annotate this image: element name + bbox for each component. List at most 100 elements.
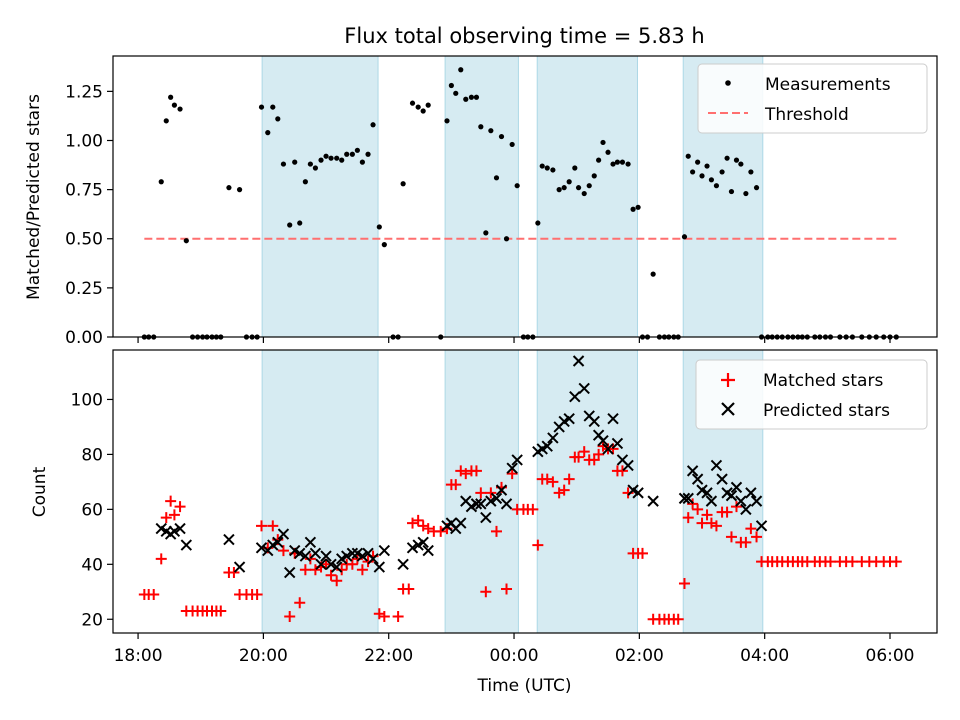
measurement-point [625,161,631,167]
shaded-interval [536,349,638,634]
matched-star-point [485,487,497,499]
predicted-star-point [730,481,743,494]
predicted-star-point [611,437,624,450]
top-shaded-intervals [261,55,764,338]
predicted-star-point [315,558,327,571]
measurement-point [556,187,562,193]
matched-star-point [824,556,836,568]
y-tick-label: 100 [71,390,103,410]
measurement-point [415,104,421,110]
legend-matched-label: Matched stars [763,371,883,391]
measurement-point [168,94,174,100]
measurement-point [236,187,243,193]
predicted-star-point [588,415,600,428]
measurement-point [614,159,621,165]
matched-star-point [412,514,424,526]
matched-star-point [267,520,279,532]
y-tick-label: 20 [81,610,103,630]
measurement-point [695,159,701,165]
measurement-point [365,151,371,157]
matched-star-point [294,597,306,609]
top-x-ticks [137,337,891,343]
measurement-point [572,165,578,171]
predicted-star-point [647,495,659,507]
y-tick-label: 0.25 [65,279,103,299]
predicted-star-point [378,544,391,557]
matched-star-point [563,473,575,485]
matched-star-point [890,556,902,568]
predicted-star-point [277,528,290,540]
measurement-point [473,94,480,100]
predicted-star-point [622,459,634,472]
predicted-star-point [569,391,581,403]
measurement-point [258,104,265,110]
measurement-point [334,155,340,161]
matched-star-point [407,517,419,529]
matched-star-point [284,611,296,623]
predicted-star-point [406,542,419,554]
legend-predicted-label: Predicted stars [763,401,890,421]
matched-star-point [541,473,553,485]
top-legend-box [697,63,928,134]
y-tick-label: 40 [81,555,103,575]
matched-star-point [682,512,694,524]
matched-star-point [547,476,559,488]
predicted-star-point [602,443,614,455]
predicted-star-point [572,355,585,367]
measurement-point [575,185,582,191]
measurement-point [719,169,725,175]
measurement-point [349,151,355,157]
matched-star-point [593,448,605,460]
predicted-stars-points [155,355,768,579]
measurement-point [468,94,475,100]
measurement-point [292,159,298,165]
measurement-point [275,116,281,122]
predicted-star-point [180,539,193,551]
predicted-star-point [397,558,409,571]
matched-star-point [174,501,186,513]
measurement-point [493,175,500,181]
y-tick-label: 0.50 [65,230,103,250]
predicted-star-point [272,536,284,549]
top-panel: 0.00 0.25 0.50 0.75 1.00 1.25 Matched/Predict… [24,55,938,348]
measurement-point [724,155,730,161]
matched-star-point [378,611,390,623]
matched-star-point [168,509,180,521]
predicted-star-point [725,489,738,502]
y-tick-label: 1.25 [65,82,103,102]
y-tick-label: 0.75 [65,181,103,201]
measurement-point [738,161,744,167]
measurement-point [463,96,469,102]
predicted-star-point [283,566,296,579]
measurement-point [183,238,189,244]
measurement-point [302,179,308,185]
predicted-star-point [632,487,644,499]
measurement-point [171,102,178,108]
legend-predicted-marker [721,402,735,416]
shaded-interval [444,55,519,338]
matched-star-point [460,468,472,480]
measurement-point [458,67,464,73]
matched-star-point [701,509,713,521]
measurement-point [509,141,515,148]
measurement-point [566,179,572,185]
predicted-star-point [455,517,467,529]
matched-star-point [299,564,311,576]
measurement-point [400,181,406,187]
measurement-point [270,104,276,110]
x-tick-label: 00:00 [490,646,539,666]
predicted-star-point [330,561,343,573]
matched-star-point [325,569,337,581]
measurement-point [344,151,350,157]
predicted-star-point [480,511,492,524]
bottom-y-axis-label: Count [30,466,50,517]
measurement-point [753,185,760,191]
y-tick-label: 80 [81,445,103,465]
measurement-point [420,108,426,114]
measurement-point [690,169,696,175]
measurement-point [681,234,688,240]
measurement-point [535,220,541,226]
predicted-star-point [485,495,497,507]
measurement-point [630,206,636,212]
chart-title: Flux total observing time = 5.83 h [344,24,704,48]
